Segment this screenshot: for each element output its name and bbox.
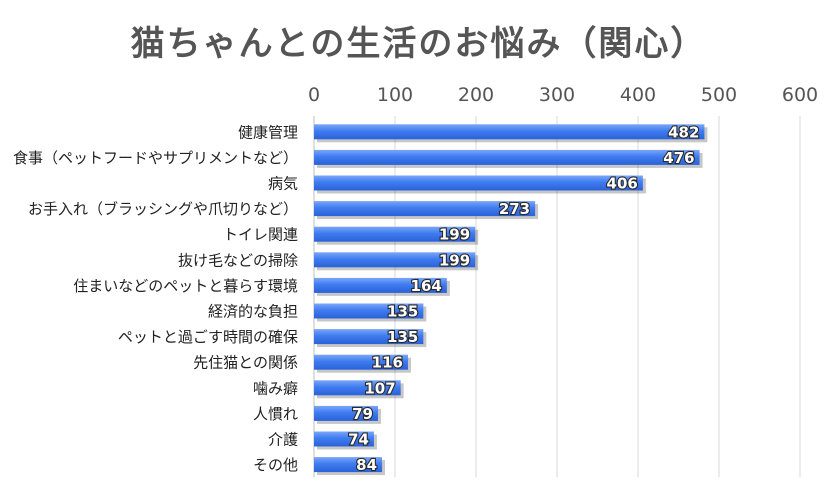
bar <box>314 405 378 421</box>
category-label: 抜け毛などの掃除 <box>178 251 298 269</box>
x-tick-label: 500 <box>701 84 737 106</box>
x-tick-label: 100 <box>377 84 413 106</box>
gridlines <box>313 116 801 478</box>
bars: 482 476 406 273 199 199 164 135 135 116 107 79 74 84 <box>314 122 708 475</box>
bar-value-label: 476 <box>663 149 694 167</box>
bar <box>314 226 476 242</box>
bar <box>314 431 374 447</box>
bar <box>314 277 447 293</box>
category-label: その他 <box>253 456 298 474</box>
category-label: 噛み癖 <box>253 379 298 397</box>
category-label: ペットと過ごす時間の確保 <box>118 328 298 346</box>
bar <box>314 303 424 319</box>
x-tick-label: 0 <box>308 84 320 106</box>
bar-value-label: 74 <box>348 431 369 449</box>
category-label: 介護 <box>268 431 298 449</box>
x-tick-label: 400 <box>620 84 656 106</box>
x-axis-ticks: 0 100 200 300 400 500 600 <box>308 84 818 106</box>
bar <box>314 329 424 345</box>
category-label: 食事（ペットフードやサプリメントなど） <box>13 149 298 167</box>
bar-value-label: 406 <box>607 175 638 193</box>
bar-value-label: 107 <box>364 379 395 397</box>
category-label: 住まいなどのペットと暮らす環境 <box>73 277 298 295</box>
bar-value-label: 116 <box>372 354 403 372</box>
x-tick-label: 600 <box>782 84 818 106</box>
bar <box>314 252 476 268</box>
category-label: お手入れ（ブラッシングや爪切りなど） <box>28 200 298 218</box>
bar <box>314 201 536 217</box>
chart-title: 猫ちゃんとの生活のお悩み（関心） <box>130 24 707 64</box>
bar-value-label: 84 <box>356 456 377 474</box>
category-label: 人慣れ <box>253 405 298 423</box>
bar <box>314 175 643 191</box>
bar-value-label: 135 <box>387 303 418 321</box>
category-label: トイレ関連 <box>223 226 298 244</box>
bar <box>314 124 705 140</box>
bar <box>314 149 700 165</box>
bar <box>314 380 401 396</box>
x-tick-label: 200 <box>458 84 494 106</box>
category-label: 健康管理 <box>238 123 298 141</box>
bar-value-label: 199 <box>439 226 470 244</box>
bar-value-label: 482 <box>668 123 699 141</box>
x-tick-label: 300 <box>539 84 575 106</box>
bar-value-label: 199 <box>439 251 470 269</box>
category-label: 経済的な負担 <box>208 303 298 321</box>
bar-value-label: 164 <box>411 277 442 295</box>
bar-value-label: 79 <box>352 405 373 423</box>
category-label: 病気 <box>268 175 298 193</box>
bar-value-label: 135 <box>387 328 418 346</box>
category-label: 先住猫との関係 <box>193 354 298 372</box>
bar <box>314 354 408 370</box>
bar <box>314 457 383 473</box>
bar-value-label: 273 <box>499 200 530 218</box>
